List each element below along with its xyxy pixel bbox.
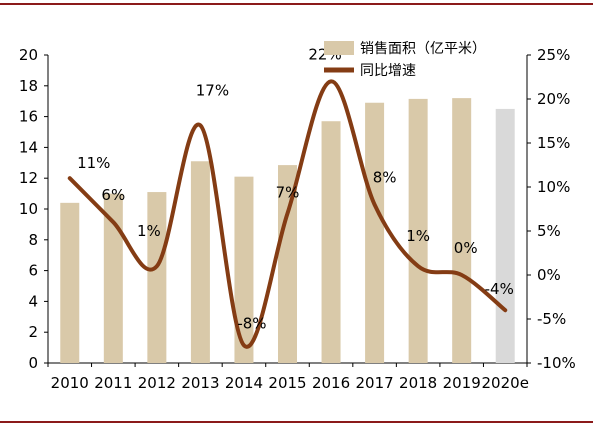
x-tick-label: 2013 [181, 374, 219, 392]
bar-series [60, 98, 515, 364]
line-series [67, 79, 508, 349]
x-tick-label: 2018 [399, 374, 437, 392]
bar [452, 98, 472, 364]
x-tick-label: 2011 [94, 374, 132, 392]
left-tick-label: 8 [28, 231, 38, 249]
x-tick-label: 2015 [268, 374, 306, 392]
data-label: -8% [237, 314, 266, 332]
right-tick-label: 5% [537, 222, 561, 240]
data-label: 7% [276, 183, 300, 201]
data-labels: 11%6%1%17%-8%7%22%8%1%0%-4% [77, 45, 514, 332]
bar [147, 192, 167, 363]
left-tick-label: 20 [19, 46, 38, 64]
bar [495, 108, 515, 364]
data-label: 1% [406, 227, 430, 245]
bar [278, 165, 297, 363]
data-label: 0% [454, 239, 478, 257]
right-tick-label: 15% [537, 134, 570, 152]
legend-label-line: 同比增速 [360, 63, 416, 79]
bar [60, 202, 80, 363]
left-tick-label: 16 [19, 108, 38, 126]
x-tick-label: 2017 [355, 374, 393, 392]
data-label: -4% [485, 280, 514, 298]
bar [365, 102, 385, 364]
axes: 0 2 4 6 8 10 12 14 16 18 20 -10% -5% 0% 5% 10% 15% 20% 25%… [19, 46, 576, 392]
data-label: 6% [101, 186, 125, 204]
left-tick-label: 0 [28, 354, 38, 372]
right-tick-label: 20% [537, 90, 570, 108]
x-tick-label: 2019 [443, 374, 481, 392]
data-label: 8% [373, 169, 397, 187]
x-tick-label: 2010 [51, 374, 89, 392]
x-tick-label: 2020e [482, 374, 529, 392]
data-label: 11% [77, 154, 110, 172]
bar [408, 98, 428, 363]
bar [190, 161, 210, 363]
legend: 销售面积（亿平米） 同比增速 [324, 41, 486, 79]
top-border-line [0, 3, 593, 5]
right-tick-label: -10% [537, 354, 576, 372]
left-tick-label: 2 [28, 323, 38, 341]
bar [321, 121, 341, 363]
right-tick-label: 25% [537, 46, 570, 64]
left-tick-label: 14 [19, 138, 38, 156]
bar [103, 193, 123, 363]
left-tick-label: 6 [28, 262, 38, 280]
right-tick-label: -5% [537, 310, 566, 328]
right-tick-label: 10% [537, 178, 570, 196]
left-tick-label: 4 [28, 292, 38, 310]
growth-line [67, 79, 508, 349]
legend-label-bar: 销售面积（亿平米） [360, 41, 486, 57]
x-tick-label: 2012 [138, 374, 176, 392]
x-tick-label: 2016 [312, 374, 350, 392]
bar [234, 176, 254, 363]
left-tick-label: 18 [19, 77, 38, 95]
data-label: 17% [196, 81, 229, 99]
left-tick-label: 10 [19, 200, 38, 218]
bottom-border-line [0, 421, 593, 423]
legend-swatch-bar [324, 41, 354, 55]
left-tick-label: 12 [19, 169, 38, 187]
right-tick-label: 0% [537, 266, 561, 284]
x-tick-label: 2014 [225, 374, 263, 392]
data-label: 1% [137, 222, 161, 240]
